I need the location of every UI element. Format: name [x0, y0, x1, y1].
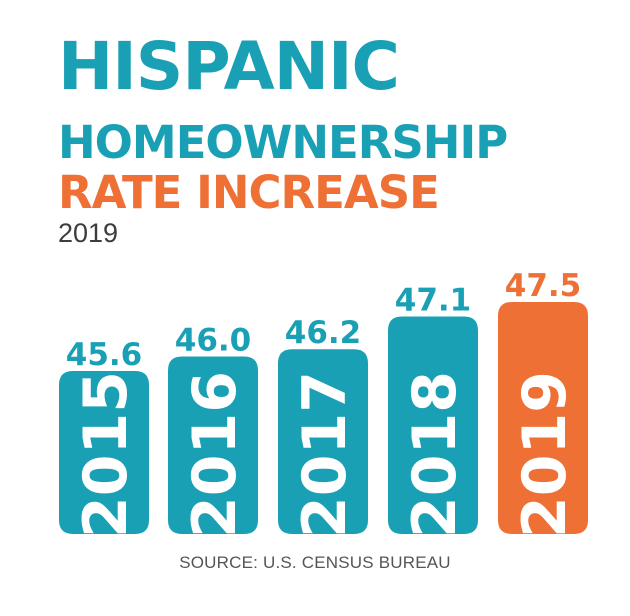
value-label-2019: 47.5 [505, 268, 582, 304]
bar-2016 [168, 356, 258, 534]
category-label-2019: 2019 [510, 371, 580, 538]
value-label-2015: 45.6 [66, 337, 143, 373]
subtitle-year: 2019 [58, 218, 119, 248]
title-line-homeownership: HOMEOWNERSHIP [58, 116, 508, 169]
bar-2017 [278, 349, 368, 534]
value-label-2016: 46.0 [175, 322, 252, 358]
value-label-2017: 46.2 [285, 315, 362, 351]
title-line-hispanic: HISPANIC [58, 28, 400, 105]
category-label-2017: 2017 [290, 371, 360, 538]
category-label-2015: 2015 [71, 371, 141, 538]
bar-2015 [59, 371, 149, 534]
value-label-2018: 47.1 [395, 283, 472, 319]
bar-2019 [498, 302, 588, 534]
category-label-2018: 2018 [400, 371, 470, 538]
source-note: SOURCE: U.S. CENSUS BUREAU [179, 553, 451, 572]
title-line-rate-increase: RATE INCREASE [58, 166, 440, 219]
bar-2018 [388, 316, 478, 534]
category-label-2016: 2016 [180, 371, 250, 538]
